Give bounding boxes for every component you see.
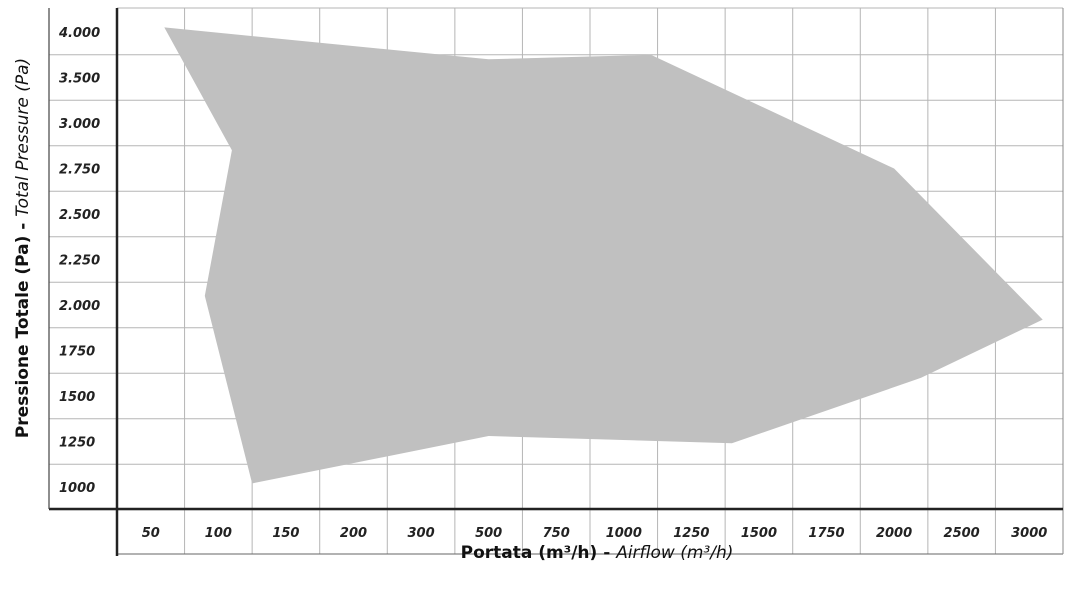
y-tick-label: 1500 bbox=[59, 390, 95, 405]
x-tick-label: 500 bbox=[475, 526, 502, 541]
x-tick-label: 3000 bbox=[1011, 526, 1047, 541]
y-tick-label: 4.000 bbox=[58, 26, 100, 41]
x-tick-label: 100 bbox=[205, 526, 232, 541]
x-tick-label: 150 bbox=[272, 526, 299, 541]
x-tick-label: 1500 bbox=[741, 526, 777, 541]
y-axis-label-main: Pressione Totale (Pa) bbox=[13, 236, 33, 439]
x-tick-label: 2500 bbox=[944, 526, 980, 541]
x-tick-label: 300 bbox=[408, 526, 435, 541]
x-tick-labels: 50 100 150 200 300 500 750 1000 1250 1500 1750 2000… bbox=[142, 526, 1048, 541]
y-tick-label: 2.250 bbox=[59, 254, 100, 269]
x-tick-label: 750 bbox=[543, 526, 570, 541]
y-tick-labels: 1000 1250 1500 1750 2.000 2.250 2.500 2.750 3.00… bbox=[58, 26, 100, 496]
y-tick-label: 1000 bbox=[59, 481, 95, 496]
x-tick-label: 2000 bbox=[876, 526, 912, 541]
y-tick-label: 3.000 bbox=[59, 117, 100, 132]
axes bbox=[48, 8, 1063, 556]
y-tick-label: 2.750 bbox=[59, 163, 100, 178]
x-tick-label: 200 bbox=[340, 526, 367, 541]
x-axis-label: Portata (m³/h) - Airflow (m³/h) bbox=[461, 543, 734, 563]
x-axis-label-main: Portata (m³/h) bbox=[461, 543, 598, 563]
x-tick-label: 1250 bbox=[673, 526, 709, 541]
y-tick-label: 1250 bbox=[59, 436, 95, 451]
x-tick-label: 1000 bbox=[606, 526, 642, 541]
x-axis-label-sep: - bbox=[597, 543, 616, 563]
x-axis-label-alt: Airflow (m³/h) bbox=[615, 543, 733, 563]
operating-region-polygon bbox=[164, 27, 1043, 484]
operating-range-region bbox=[164, 27, 1043, 484]
y-axis-label-alt: Total Pressure (Pa) bbox=[13, 58, 33, 217]
y-axis-label-sep: - bbox=[13, 217, 33, 236]
y-tick-label: 2.000 bbox=[59, 299, 100, 314]
y-tick-label: 3.500 bbox=[59, 72, 100, 87]
x-tick-label: 1750 bbox=[808, 526, 844, 541]
y-tick-label: 2.500 bbox=[59, 208, 100, 223]
y-tick-label: 1750 bbox=[59, 345, 95, 360]
y-axis-label: Pressione Totale (Pa) - Total Pressure (… bbox=[13, 58, 33, 438]
x-tick-label: 50 bbox=[142, 526, 160, 541]
